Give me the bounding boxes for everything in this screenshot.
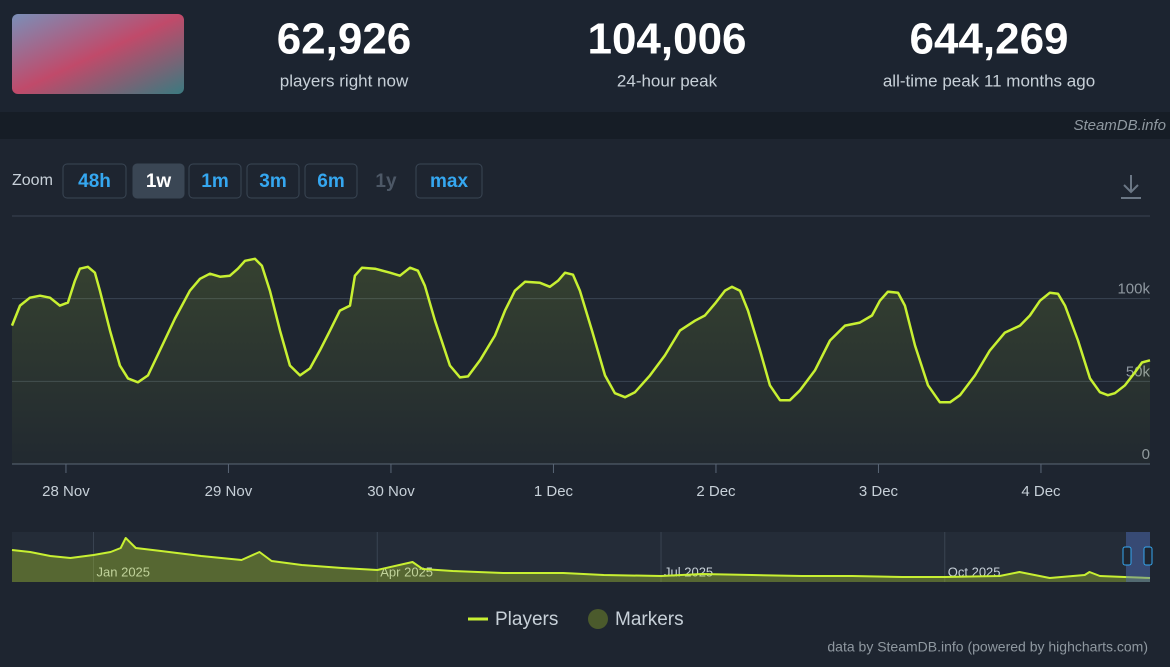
x-tick-label: 2 Dec — [696, 483, 736, 500]
zoom-label: Zoom — [12, 172, 53, 189]
x-tick-label: 3 Dec — [859, 483, 899, 500]
x-tick-label: 30 Nov — [367, 483, 415, 500]
zoom-button[interactable] — [304, 163, 358, 199]
zoom-button[interactable] — [188, 163, 242, 199]
credit: data by SteamDB.info (powered by highcha… — [827, 639, 1148, 655]
zoom-button[interactable] — [415, 163, 483, 199]
stat-value: 62,926 — [277, 15, 412, 64]
x-tick-label: 1 Dec — [534, 483, 574, 500]
stat-label: 24-hour peak — [617, 71, 718, 90]
stat-label: players right now — [280, 71, 409, 90]
zoom-button[interactable] — [246, 163, 300, 199]
x-tick-label: 4 Dec — [1021, 483, 1061, 500]
area — [12, 258, 1150, 464]
download-icon[interactable] — [1121, 175, 1141, 199]
zoom-button-label: 1y — [375, 171, 397, 192]
line — [11, 537, 1151, 579]
zoom-button[interactable] — [62, 163, 127, 199]
legend-markers-symbol — [588, 609, 608, 629]
zoom-button-label[interactable]: 1w — [146, 171, 172, 192]
x-tick-label: 29 Nov — [205, 483, 253, 500]
y-tick-label: 100k — [1117, 281, 1150, 298]
zoom-button-label[interactable]: 48h — [78, 171, 111, 192]
x-tick-label: 28 Nov — [42, 483, 90, 500]
x-tick-label: Jan 2025 — [97, 564, 151, 579]
stat-label: all-time peak 11 months ago — [883, 71, 1095, 90]
area — [12, 538, 1150, 582]
watermark-bar — [0, 112, 1170, 139]
watermark: SteamDB.info — [1073, 117, 1166, 134]
zoom-button-label[interactable]: max — [430, 171, 468, 192]
zoom-button[interactable] — [132, 163, 185, 199]
zoom-button-label[interactable]: 6m — [317, 171, 344, 192]
legend-players[interactable]: Players — [495, 609, 558, 630]
line — [10, 257, 1151, 404]
legend-markers[interactable]: Markers — [615, 609, 684, 630]
game-thumbnail — [12, 14, 184, 94]
stat-value: 644,269 — [909, 15, 1068, 64]
zoom-button-label[interactable]: 3m — [259, 171, 286, 192]
header-bg — [0, 0, 1170, 112]
zoom-button-label[interactable]: 1m — [201, 171, 228, 192]
navigator-handle[interactable] — [1122, 546, 1132, 566]
stat-value: 104,006 — [587, 15, 746, 64]
navigator-handle[interactable] — [1143, 546, 1153, 566]
